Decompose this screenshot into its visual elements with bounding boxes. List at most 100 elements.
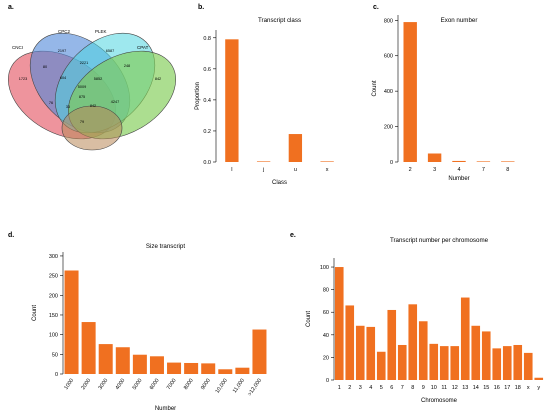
bar — [501, 161, 515, 162]
y-tick-label: 200 — [384, 125, 393, 131]
x-axis-label: Number — [155, 406, 176, 412]
chart-title: Transcript number per chromosome — [390, 237, 489, 244]
venn-label-cpc2: CPC2 — [58, 29, 71, 34]
bar — [366, 326, 376, 380]
bar — [376, 351, 386, 380]
x-tick-label: j — [262, 167, 264, 173]
bar — [225, 39, 239, 163]
x-tick-label: 6 — [390, 385, 393, 391]
y-tick-label: 0.6 — [203, 67, 211, 73]
bar — [355, 325, 365, 380]
x-tick-label: 16 — [494, 385, 500, 391]
venn-region: 76 — [49, 101, 53, 105]
venn-diagram: CNCI CPC2 PLEK CPAT 1723 2197 6587 842 8… — [7, 29, 177, 151]
bar — [534, 377, 544, 380]
venn-region: 842 — [90, 104, 96, 108]
y-tick-label: 40 — [323, 333, 329, 339]
bar — [218, 369, 233, 374]
y-tick-label: 800 — [384, 18, 393, 24]
y-tick-label: 200 — [49, 293, 58, 299]
venn-label-plek: PLEK — [95, 29, 107, 34]
y-tick-label: 150 — [49, 313, 58, 319]
bar — [149, 356, 164, 374]
bar — [450, 346, 460, 380]
x-axis-label: Class — [272, 180, 287, 186]
bar — [397, 344, 407, 380]
bar — [98, 344, 113, 374]
bar — [345, 305, 355, 380]
venn-region: 248 — [124, 64, 130, 68]
x-tick-label: 11 — [441, 385, 447, 391]
venn-region: 33 — [66, 105, 70, 109]
y-axis-label: Count — [372, 80, 378, 96]
venn-region: 4247 — [111, 100, 119, 104]
bar — [115, 347, 130, 374]
y-tick-label: 0 — [390, 160, 393, 166]
x-tick-label: 7000 — [166, 378, 178, 391]
x-tick-label: 10 — [431, 385, 437, 391]
panel-label-c: c. — [373, 4, 379, 11]
x-tick-label: 4 — [369, 385, 372, 391]
y-tick-label: 80 — [323, 288, 329, 294]
bar — [476, 161, 491, 162]
y-tick-label: 100 — [320, 265, 329, 271]
bar — [429, 343, 439, 380]
panel-label-d: d. — [8, 232, 15, 239]
bar — [184, 362, 199, 374]
x-tick-label: u — [294, 167, 297, 173]
x-tick-label: 3 — [433, 167, 436, 173]
bar — [460, 297, 470, 380]
x-tick-label: 9000 — [200, 378, 212, 391]
x-axis-label: Number — [448, 176, 469, 182]
y-tick-label: 0.4 — [203, 98, 211, 104]
x-tick-label: 3 — [359, 385, 362, 391]
x-axis-label: Chromosome — [421, 398, 458, 404]
venn-region: 6587 — [106, 49, 114, 53]
bar — [481, 331, 491, 380]
venn-region: 2221 — [80, 61, 88, 65]
y-tick-label: 50 — [52, 352, 58, 358]
chart-title: Size transcript — [146, 243, 185, 250]
bar — [403, 22, 417, 163]
x-tick-label: 18 — [515, 385, 521, 391]
bar — [513, 344, 523, 380]
x-tick-label: 5 — [380, 385, 383, 391]
x-tick-label: 13 — [462, 385, 468, 391]
y-tick-label: 0 — [55, 372, 58, 378]
x-tick-label: 8 — [411, 385, 414, 391]
venn-region: 604 — [60, 76, 66, 80]
venn-region: 2197 — [58, 49, 66, 53]
x-tick-label: 15 — [483, 385, 489, 391]
x-tick-label: 3000 — [98, 378, 110, 391]
y-tick-label: 60 — [323, 310, 329, 316]
panel-label-e: e. — [290, 232, 296, 239]
bar — [320, 161, 334, 162]
x-tick-label: y — [537, 385, 540, 391]
y-tick-label: 250 — [49, 274, 58, 280]
bar — [492, 348, 502, 380]
panel-label-b: b. — [198, 4, 205, 11]
x-tick-label: 5000 — [132, 378, 144, 391]
bar — [235, 367, 250, 374]
x-tick-label: I — [231, 167, 233, 173]
x-tick-label: 7 — [482, 167, 485, 173]
y-tick-label: 0 — [326, 378, 329, 384]
y-tick-label: 100 — [49, 333, 58, 339]
venn-region: 80 — [43, 65, 47, 69]
x-tick-label: 2000 — [80, 378, 92, 391]
bar — [502, 346, 512, 380]
bar — [452, 160, 466, 162]
x-tick-label: 1 — [338, 385, 341, 391]
x-tick-label: 14 — [473, 385, 479, 391]
bar — [387, 309, 397, 380]
x-tick-label: x — [527, 385, 530, 391]
panel-label-a: a. — [8, 4, 14, 11]
venn-region: 79 — [80, 120, 84, 124]
x-tick-label: 1000 — [63, 378, 75, 391]
x-tick-label: x — [326, 167, 329, 173]
bar — [427, 153, 442, 162]
x-tick-label: 12 — [452, 385, 458, 391]
y-tick-label: 600 — [384, 54, 393, 60]
